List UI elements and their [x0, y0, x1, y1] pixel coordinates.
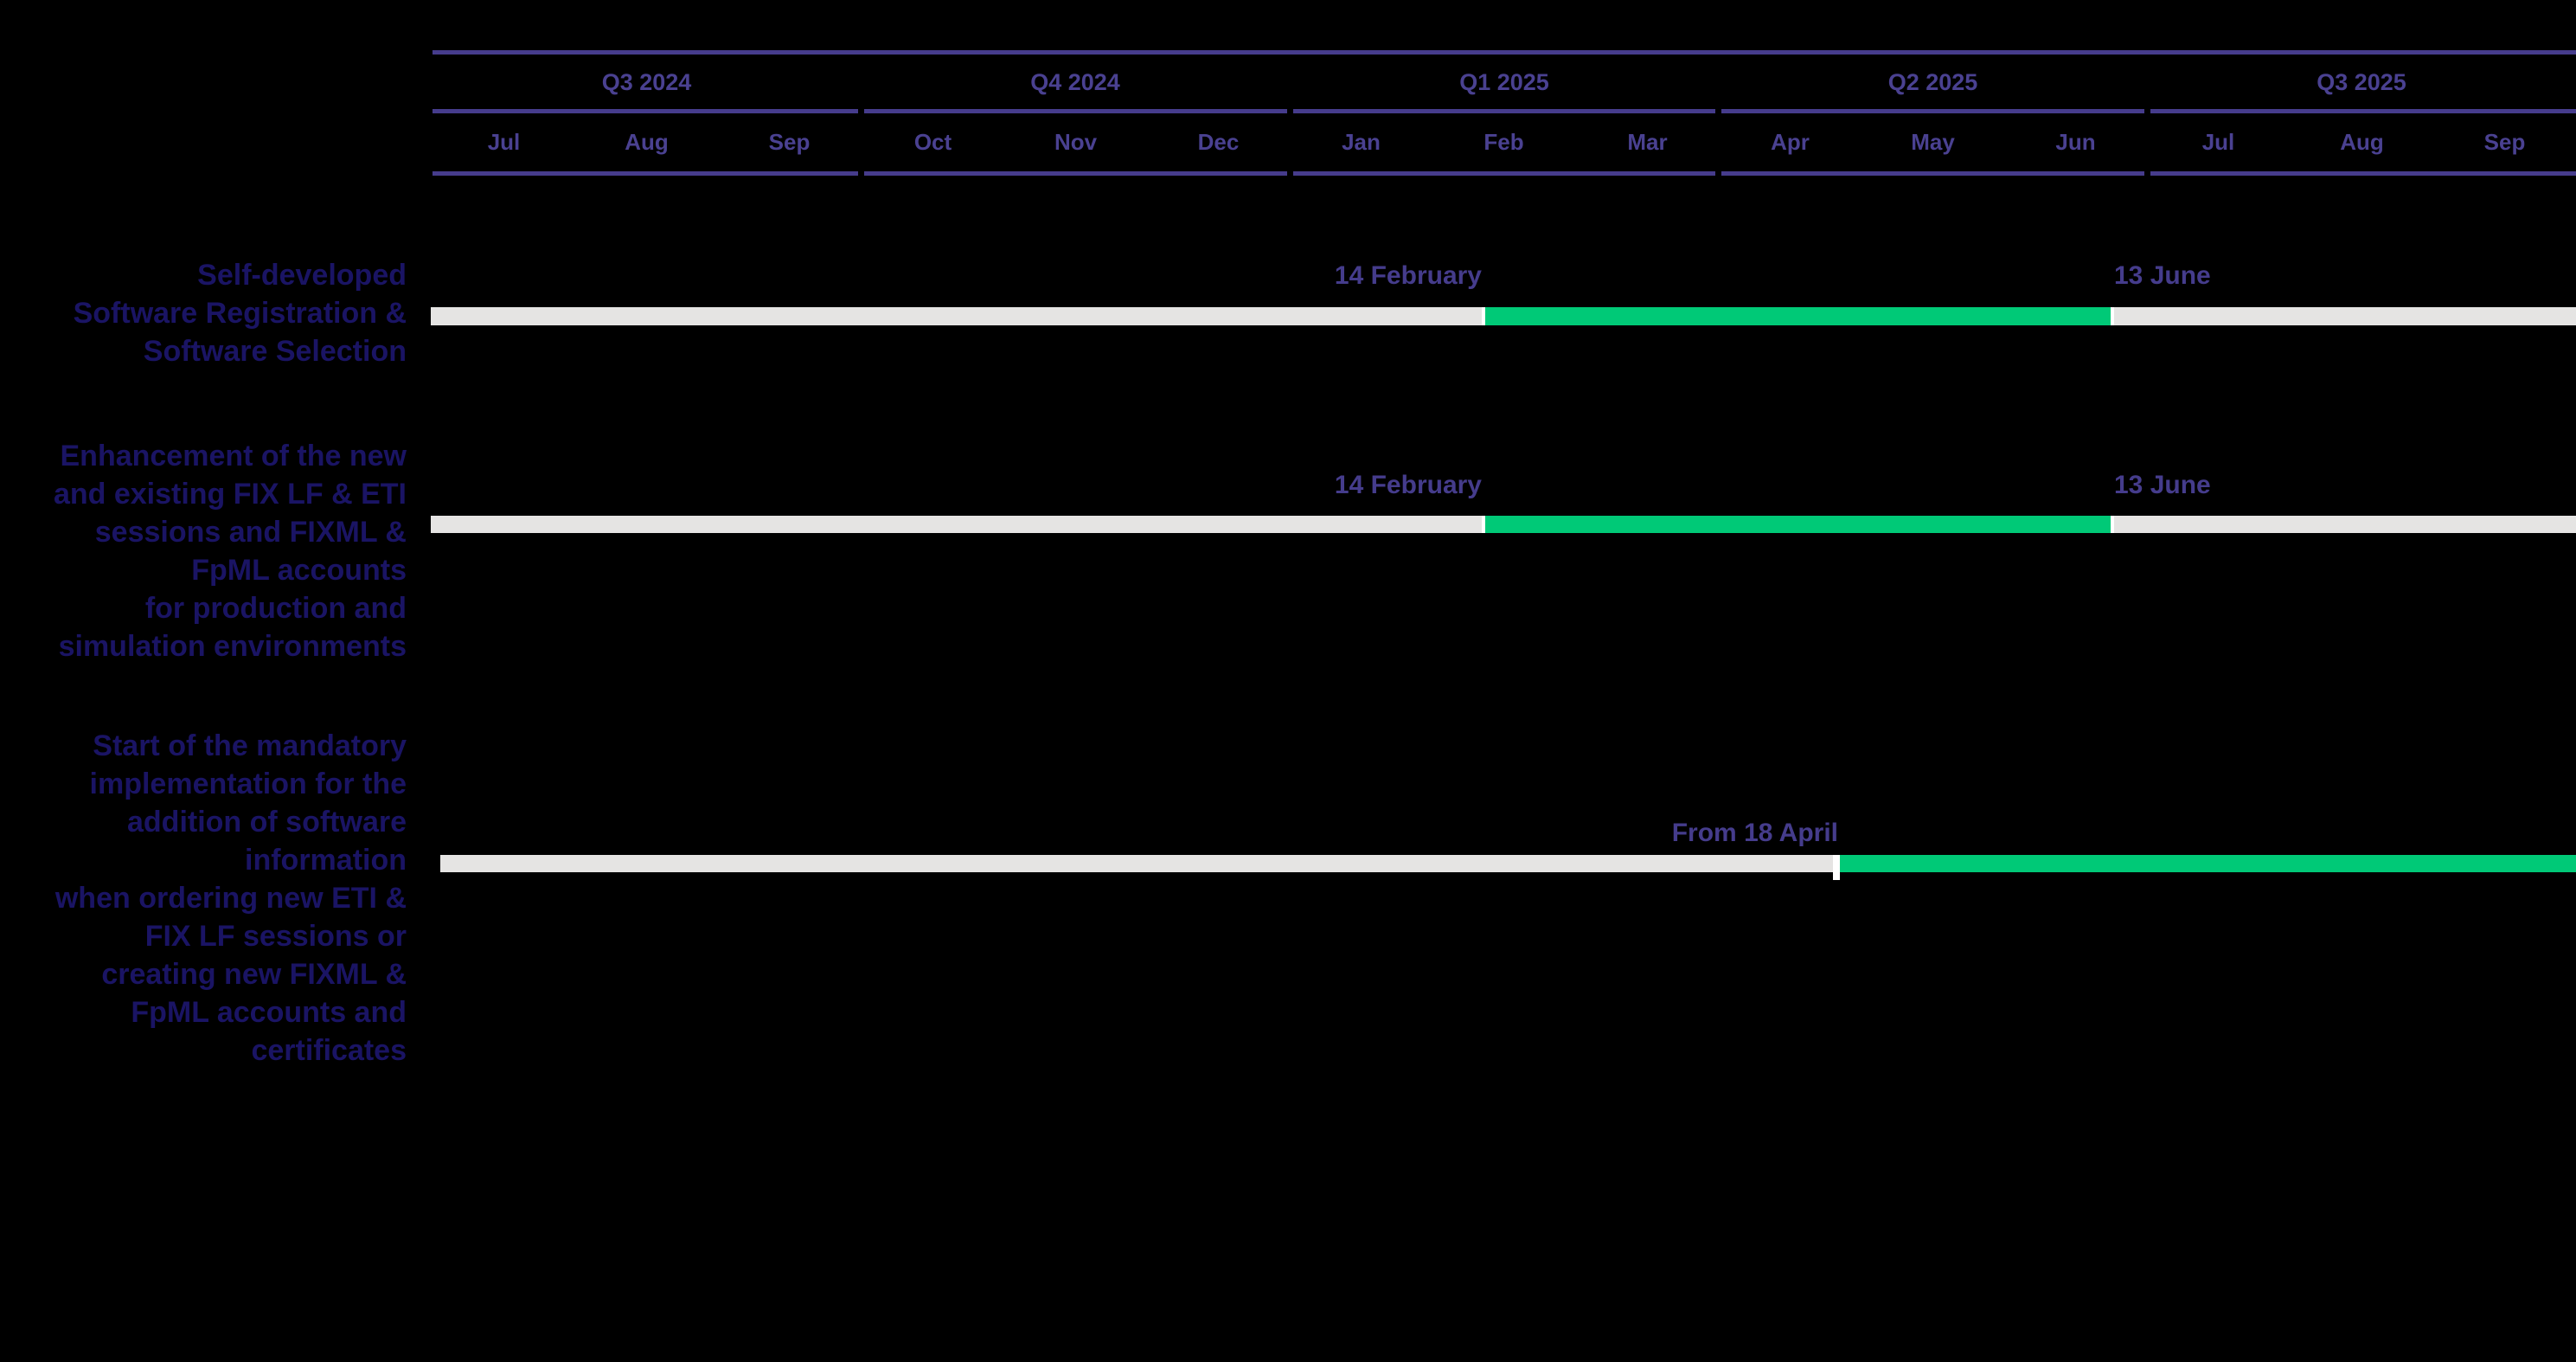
month-label: Aug: [625, 129, 669, 155]
month-label: Dec: [1197, 129, 1240, 155]
month-label: Feb: [1483, 129, 1524, 155]
month-label: Mar: [1627, 129, 1668, 155]
month-label: Sep: [768, 129, 811, 155]
bar-segment-inactive: [431, 516, 1482, 533]
segment-divider: [2111, 516, 2114, 533]
month-label: Oct: [913, 129, 952, 155]
segment-divider: [1482, 307, 1485, 325]
segment-divider-tick: [1833, 855, 1840, 880]
task-label: Enhancement of the new and existing FIX …: [53, 440, 407, 663]
bar-segment-active: [1840, 855, 2576, 872]
bar-segment-inactive: [2114, 516, 2576, 533]
quarter-label: Q3 2025: [2316, 69, 2406, 95]
start-date-label: 14 February: [1334, 261, 1482, 290]
bar-segment-active: [1485, 516, 2111, 533]
header-bottom-rule: [433, 171, 858, 176]
month-label: May: [1911, 129, 1955, 155]
bar-segment-inactive: [431, 307, 1482, 325]
start-date-label: 14 February: [1334, 471, 1482, 499]
month-label: Jun: [2055, 129, 2096, 155]
end-date-label: 13 June: [2114, 471, 2211, 499]
task-label: Self-developed Software Registration & S…: [73, 259, 407, 368]
header-bottom-rule: [864, 171, 1287, 176]
start-date-label: From 18 April: [1671, 819, 1838, 847]
quarter-label: Q3 2024: [601, 69, 692, 95]
quarter-divider-rule: [1293, 109, 1715, 113]
month-label: Sep: [2483, 129, 2526, 155]
month-label: Apr: [1771, 129, 1810, 155]
end-date-label: 13 June: [2114, 261, 2211, 290]
header-bottom-rule: [1293, 171, 1715, 176]
segment-divider: [1482, 516, 1485, 533]
header-bottom-rule: [2150, 171, 2576, 176]
month-label: Nov: [1054, 129, 1098, 155]
quarter-label: Q4 2024: [1030, 69, 1120, 95]
quarter-divider-rule: [864, 109, 1287, 113]
quarter-label: Q1 2025: [1459, 69, 1549, 95]
month-label: Jul: [2201, 129, 2235, 155]
bar-segment-inactive: [440, 855, 1833, 872]
segment-divider: [2111, 307, 2114, 325]
header-bottom-rule: [1721, 171, 2144, 176]
quarter-divider-rule: [2150, 109, 2576, 113]
bar-segment-inactive: [2114, 307, 2576, 325]
task-label: Start of the mandatory implementation fo…: [54, 729, 407, 1067]
month-label: Jul: [487, 129, 521, 155]
month-label: Jan: [1342, 129, 1381, 155]
quarter-divider-rule: [433, 109, 858, 113]
timeline-top-rule: [433, 50, 2576, 55]
quarter-label: Q2 2025: [1887, 69, 1978, 95]
bar-segment-active: [1485, 307, 2111, 325]
quarter-divider-rule: [1721, 109, 2144, 113]
month-label: Aug: [2340, 129, 2384, 155]
